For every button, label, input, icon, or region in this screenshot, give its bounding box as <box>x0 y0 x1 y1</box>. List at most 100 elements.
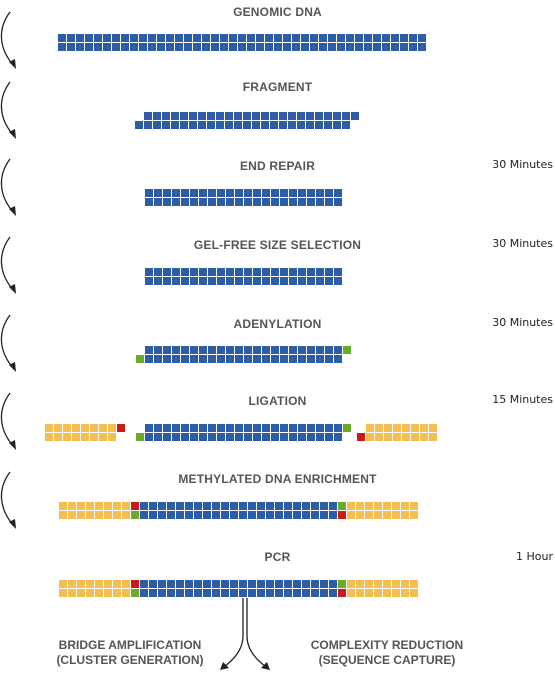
dna-base-block <box>235 433 243 441</box>
dna-base-block <box>176 502 184 510</box>
dna-base-block <box>230 511 238 519</box>
adapter-block <box>347 502 355 510</box>
adapter-end-block <box>131 502 139 510</box>
dna-base-block <box>149 589 157 597</box>
step-label: END REPAIR <box>239 159 316 173</box>
dna-base-block <box>167 511 175 519</box>
adapter-block <box>366 424 374 432</box>
dna-base-block <box>203 580 211 588</box>
dna-base-block <box>316 277 324 285</box>
dna-base-block <box>243 121 251 129</box>
dna-base-block <box>364 43 372 51</box>
dna-base-block <box>325 424 333 432</box>
dna-base-block <box>418 43 426 51</box>
adapter-block <box>374 511 382 519</box>
step-label: METHYLATED DNA ENRICHMENT <box>178 472 377 486</box>
dna-base-block <box>167 589 175 597</box>
amplified-library-strand <box>59 580 418 597</box>
dna-base-block <box>400 43 408 51</box>
dna-base-block <box>298 433 306 441</box>
left-adapter <box>45 424 125 441</box>
dna-base-block <box>154 346 162 354</box>
dna-base-block <box>320 511 328 519</box>
dna-base-block <box>334 198 342 206</box>
dna-base-block <box>262 277 270 285</box>
dna-base-block <box>208 198 216 206</box>
dna-base-block <box>280 346 288 354</box>
dna-base-block <box>293 511 301 519</box>
adapter-block <box>90 433 98 441</box>
dna-base-block <box>217 268 225 276</box>
dna-base-block <box>193 43 201 51</box>
adapter-block <box>383 589 391 597</box>
adapter-block <box>108 433 116 441</box>
dna-base-block <box>307 198 315 206</box>
dna-base-block <box>320 589 328 597</box>
dna-base-block <box>274 43 282 51</box>
dna-base-block <box>190 424 198 432</box>
dna-base-block <box>325 268 333 276</box>
gap <box>343 355 351 363</box>
dna-base-block <box>202 34 210 42</box>
adapter-block <box>86 511 94 519</box>
adapter-block <box>411 424 419 432</box>
dna-base-block <box>253 277 261 285</box>
dna-base-block <box>190 346 198 354</box>
dna-base-block <box>418 34 426 42</box>
dna-base-block <box>216 121 224 129</box>
adapter-block <box>401 589 409 597</box>
adapter-block <box>356 589 364 597</box>
dna-base-block <box>351 112 359 120</box>
dna-base-block <box>145 277 153 285</box>
dna-base-block <box>229 43 237 51</box>
dna-base-block <box>266 511 274 519</box>
dna-base-block <box>289 355 297 363</box>
dna-base-block <box>271 268 279 276</box>
dna-base-block <box>208 424 216 432</box>
dna-base-block <box>145 268 153 276</box>
dna-base-block <box>145 355 153 363</box>
dna-base-block <box>266 589 274 597</box>
curved-down-arrow-icon <box>0 392 16 450</box>
adapter-block <box>429 433 437 441</box>
dna-base-block <box>244 277 252 285</box>
dna-base-block <box>342 112 350 120</box>
step-label: GEL-FREE SIZE SELECTION <box>193 238 362 252</box>
dna-base-block <box>190 355 198 363</box>
dna-base-block <box>280 189 288 197</box>
adapter-block <box>68 502 76 510</box>
dna-base-block <box>226 268 234 276</box>
dna-base-block <box>279 121 287 129</box>
dna-base-block <box>329 589 337 597</box>
dna-base-block <box>163 268 171 276</box>
dna-base-block <box>306 112 314 120</box>
adapter-end-block <box>117 424 125 432</box>
dna-base-block <box>329 511 337 519</box>
dna-base-block <box>216 112 224 120</box>
fragment-strand <box>135 112 359 129</box>
dna-base-block <box>301 43 309 51</box>
dna-base-block <box>280 268 288 276</box>
dna-base-block <box>271 433 279 441</box>
dna-base-block <box>217 346 225 354</box>
adapter-block <box>104 502 112 510</box>
dna-base-block <box>253 198 261 206</box>
dna-base-block <box>212 511 220 519</box>
adapter-block <box>108 424 116 432</box>
dna-base-block <box>346 43 354 51</box>
step-label: ADENYLATION <box>233 317 322 331</box>
dna-base-block <box>298 268 306 276</box>
dna-base-block <box>158 502 166 510</box>
dna-base-block <box>355 34 363 42</box>
dna-base-block <box>307 189 315 197</box>
dna-base-block <box>58 34 66 42</box>
dna-base-block <box>149 511 157 519</box>
outcome-subline: (SEQUENCE CAPTURE) <box>318 653 456 667</box>
dna-base-block <box>185 580 193 588</box>
adapter-block <box>402 433 410 441</box>
dna-base-block <box>271 355 279 363</box>
adapter-block <box>122 502 130 510</box>
dna-base-block <box>266 580 274 588</box>
step-label: GENOMIC DNA <box>233 5 322 19</box>
dna-base-block <box>145 198 153 206</box>
